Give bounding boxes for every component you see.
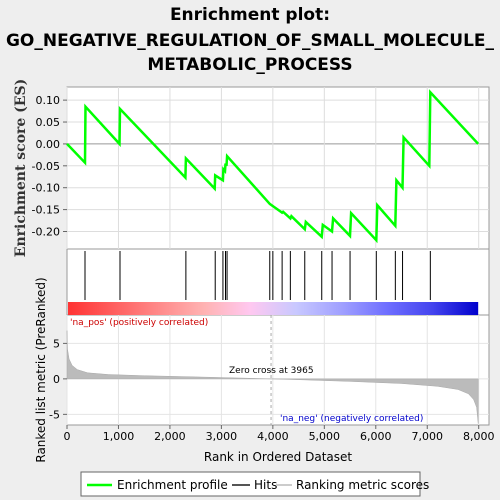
x-tick-label: 8,000: [463, 430, 495, 443]
es-y-tick-label: -0.15: [32, 204, 60, 217]
metric-y-tick-label: -5: [49, 408, 60, 421]
metric-y-tick-label: 5: [53, 337, 60, 350]
na-neg-label: 'na_neg' (negatively correlated): [280, 414, 423, 424]
es-panel: [66, 86, 490, 250]
es-y-tick-label: -0.10: [32, 182, 60, 195]
x-axis-label: Rank in Ordered Dataset: [204, 450, 352, 464]
x-tick-label: 2,000: [154, 430, 186, 443]
heatmap-strip: [68, 302, 479, 315]
chart-title-line-3: METABOLIC_PROCESS: [147, 55, 352, 75]
es-gridlines: [66, 87, 489, 249]
x-tick-label: 3,000: [206, 430, 238, 443]
x-tick-label: 1,000: [103, 430, 135, 443]
es-y-tick-label: 0.05: [36, 116, 61, 129]
es-y-axis-label: Enrichment score (ES): [13, 79, 29, 257]
metric-panel: [66, 314, 490, 426]
legend-metric-label: Ranking metric scores: [296, 478, 429, 492]
es-y-tick-label: 0.10: [36, 94, 61, 107]
legend-hits-label: Hits: [254, 478, 277, 492]
x-tick-label: 6,000: [360, 430, 392, 443]
chart-title-line-1: Enrichment plot:: [170, 5, 330, 25]
metric-y-axis-label: Ranked list metric (PreRanked): [34, 277, 48, 462]
metric-y-ticks: 5 0 -5: [49, 337, 67, 421]
enrichment-profile-line: [66, 89, 480, 244]
legend-enrichment-label: Enrichment profile: [117, 478, 228, 492]
na-pos-label: 'na_pos' (positively correlated): [70, 318, 208, 328]
chart-title-line-2: GO_NEGATIVE_REGULATION_OF_SMALL_MOLECULE…: [6, 31, 495, 51]
legend-box: [80, 471, 421, 497]
es-y-tick-label: -0.20: [32, 225, 60, 238]
es-y-ticks: 0.10 0.05 0.00 -0.05 -0.10 -0.15 -0.20: [32, 94, 67, 238]
hit-markers: [84, 251, 431, 300]
es-y-tick-label: 0.00: [36, 138, 61, 151]
rank-heatmap-bar: [68, 302, 479, 315]
metric-y-tick-label: 0: [53, 373, 60, 386]
x-tick-label: 0: [64, 430, 71, 443]
zero-cross-label: Zero cross at 3965: [229, 366, 314, 376]
es-y-tick-label: -0.05: [32, 160, 60, 173]
x-tick-label: 7,000: [411, 430, 443, 443]
x-tick-label: 5,000: [309, 430, 341, 443]
x-tick-label: 4,000: [257, 430, 289, 443]
x-ticks: 0 1,000 2,000 3,000 4,000 5,000 6,000 7,000 8,00…: [64, 425, 495, 443]
ranking-metric-area: [66, 330, 479, 424]
